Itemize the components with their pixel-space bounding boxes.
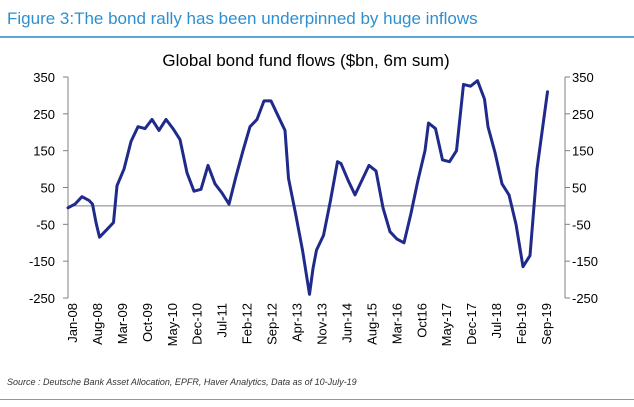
y-tick-label-left: -250 (29, 291, 55, 306)
y-tick-label-right: 50 (572, 181, 586, 196)
y-tick-label-left: -50 (36, 217, 55, 232)
x-tick-label: Oct-09 (140, 303, 155, 342)
x-tick-label: Feb-19 (514, 303, 529, 344)
title-rule (0, 36, 634, 38)
x-tick-label: Feb-12 (240, 303, 255, 344)
x-tick-label: Oct16 (414, 303, 429, 338)
x-tick-label: Jul-18 (489, 303, 504, 338)
x-tick-label: May-17 (439, 303, 454, 346)
x-tick-label: Mar-09 (115, 303, 130, 344)
x-tick-label: Jul-11 (215, 303, 230, 337)
x-tick-label: Dec-17 (464, 303, 479, 345)
y-tick-label-left: 350 (33, 70, 55, 85)
bottom-rule (0, 399, 634, 400)
y-tick-label-left: 150 (33, 144, 55, 159)
x-tick-label: Dec-10 (190, 303, 205, 345)
y-tick-label-right: 250 (572, 107, 594, 122)
y-tick-label-left: -150 (29, 254, 55, 269)
y-tick-label-right: 150 (572, 144, 594, 159)
x-tick-label: Mar-16 (389, 303, 404, 344)
y-tick-label-right: -250 (572, 291, 598, 306)
x-tick-label: Sep-12 (265, 303, 280, 345)
y-tick-label-right: -50 (572, 217, 591, 232)
x-tick-label: Nov-13 (314, 303, 329, 345)
series-line (66, 79, 549, 296)
x-tick-label: Aug-08 (90, 303, 105, 345)
y-tick-label-right: 350 (572, 70, 594, 85)
source-note: Source : Deutsche Bank Asset Allocation,… (7, 377, 357, 387)
x-tick-label: Sep-19 (539, 303, 554, 345)
x-tick-label: May-10 (165, 303, 180, 346)
figure-title: Figure 3:The bond rally has been underpi… (7, 9, 478, 28)
y-tick-label-left: 250 (33, 107, 55, 122)
y-tick-label-left: 50 (41, 181, 55, 196)
x-tick-label: Jun-14 (339, 303, 354, 343)
x-tick-label: Jan-08 (65, 303, 80, 343)
x-tick-label: Apr-13 (290, 303, 305, 342)
y-tick-label-right: -150 (572, 254, 598, 269)
chart-title: Global bond fund flows ($bn, 6m sum) (162, 51, 449, 70)
x-tick-label: Aug-15 (364, 303, 379, 345)
